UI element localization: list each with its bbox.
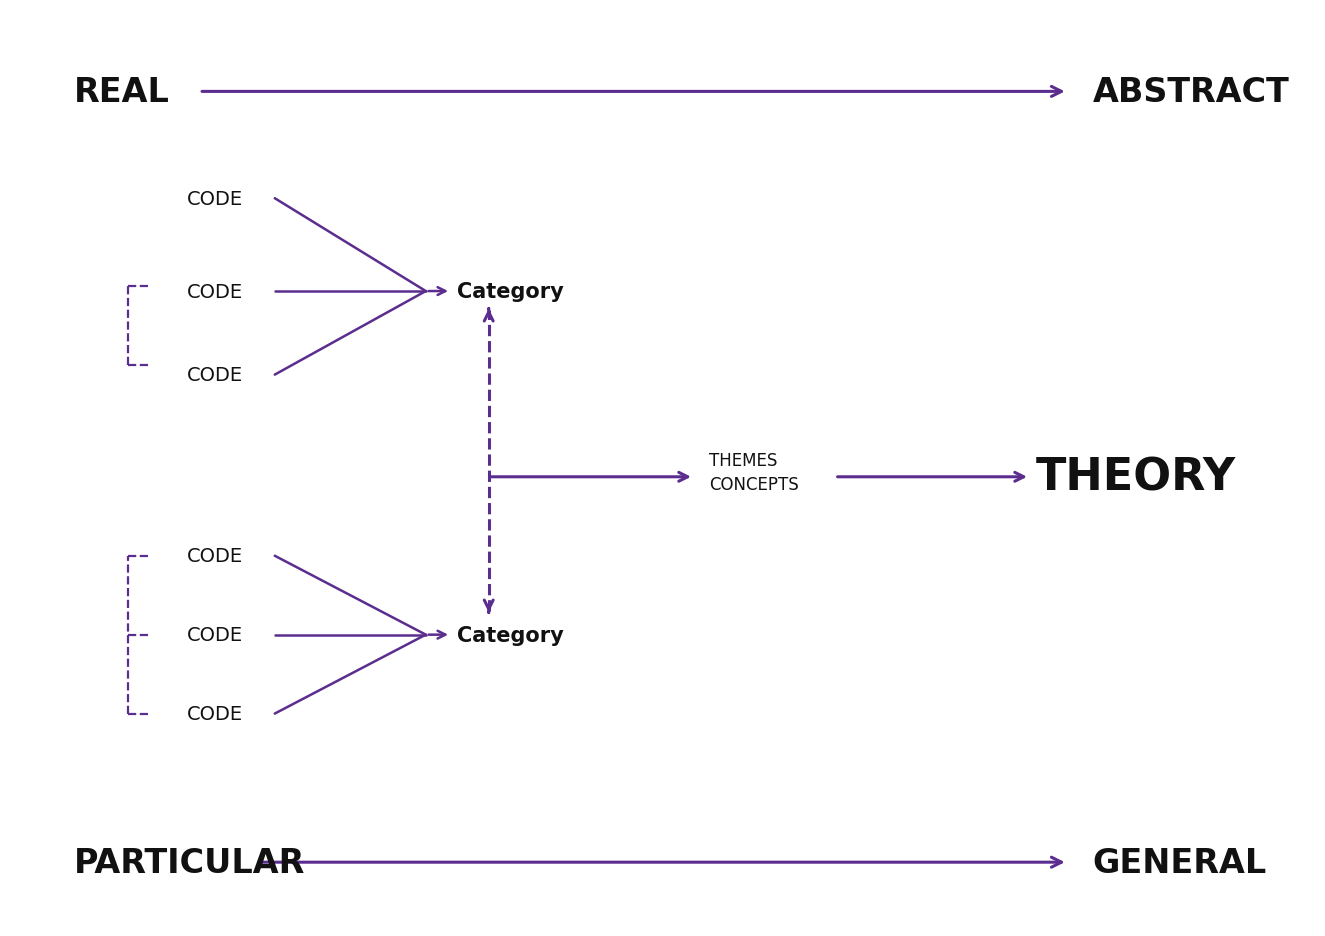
Text: CODE: CODE (187, 625, 242, 645)
Text: CODE: CODE (187, 283, 242, 301)
Text: CODE: CODE (187, 366, 242, 385)
Text: CODE: CODE (187, 189, 242, 209)
Text: PARTICULAR: PARTICULAR (73, 846, 305, 879)
Text: CODE: CODE (187, 705, 242, 724)
Text: THEMES
CONCEPTS: THEMES CONCEPTS (709, 452, 799, 493)
Text: ABSTRACT: ABSTRACT (1093, 76, 1289, 109)
Text: Category: Category (457, 282, 564, 301)
Text: Category: Category (457, 625, 564, 645)
Text: CODE: CODE (187, 547, 242, 565)
Text: REAL: REAL (73, 76, 170, 109)
Text: GENERAL: GENERAL (1093, 846, 1267, 879)
Text: THEORY: THEORY (1036, 456, 1236, 499)
